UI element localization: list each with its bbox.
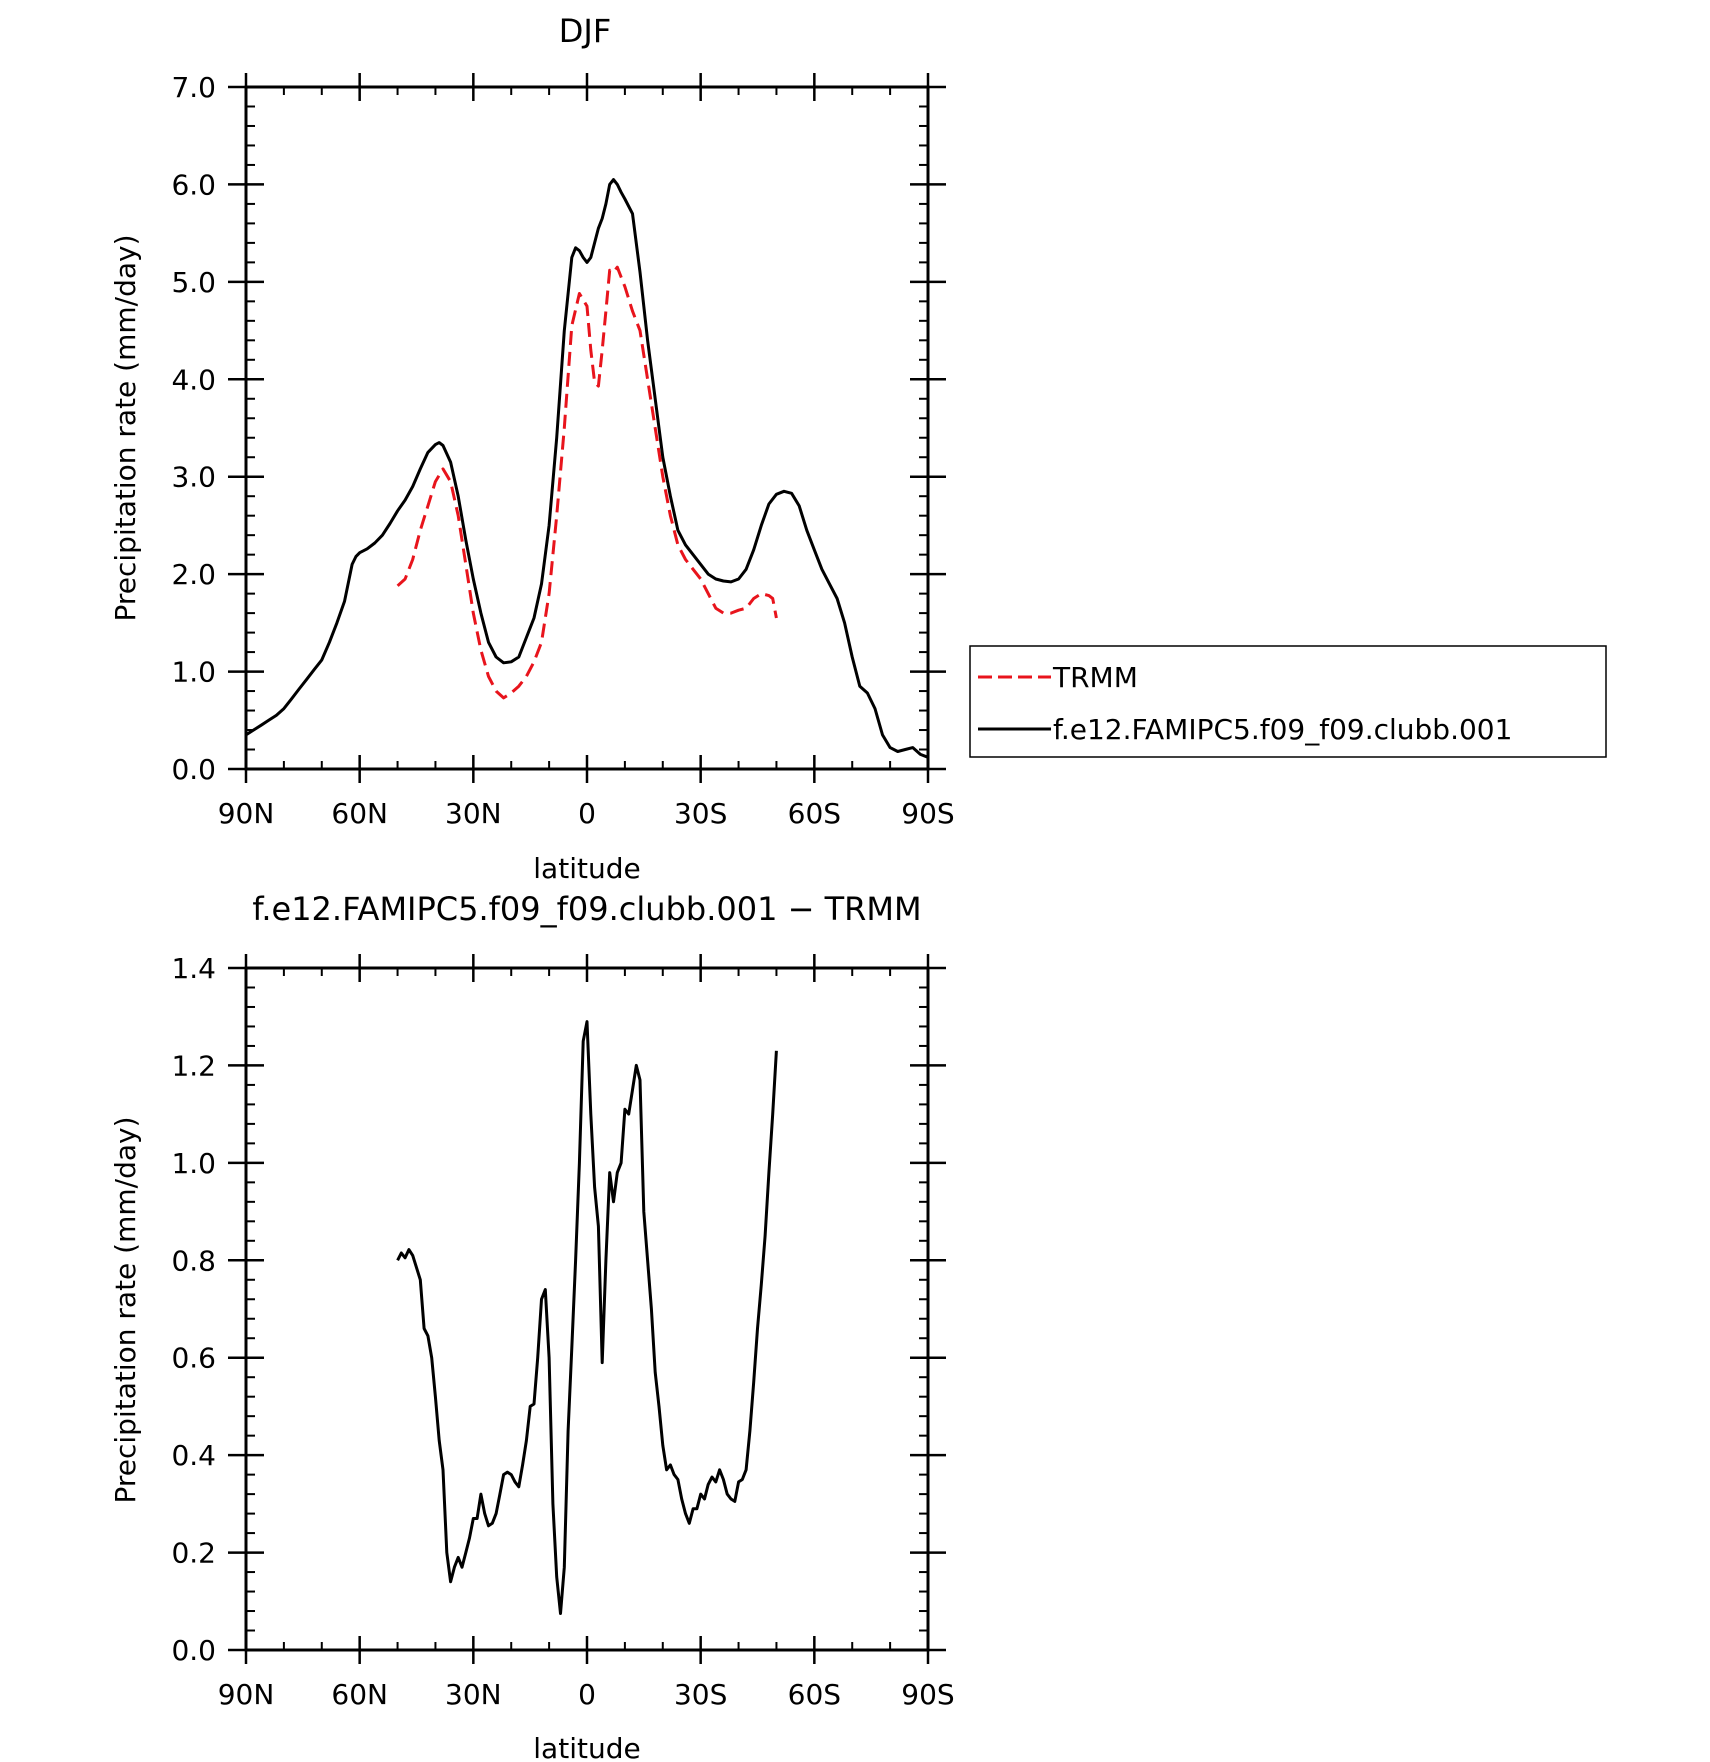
legend-label-trmm: TRMM (1052, 661, 1138, 694)
y-tick-labels: 0.0 0.2 0.4 0.6 0.8 1.0 1.2 1.4 (171, 952, 216, 1667)
legend-box (969, 645, 1607, 758)
chart-title: f.e12.FAMIPC5.f09_f09.clubb.001 − TRMM (252, 890, 921, 928)
y-tick-label: 0.0 (171, 753, 216, 786)
y-tick-label: 6.0 (171, 168, 216, 201)
legend: TRMM f.e12.FAMIPC5.f09_f09.clubb.001 (969, 645, 1607, 758)
x-tick-labels: 90N 60N 30N 0 30S 60S 90S (218, 797, 955, 830)
legend-label-model: f.e12.FAMIPC5.f09_f09.clubb.001 (1053, 713, 1512, 746)
x-tick-label: 60N (331, 797, 388, 830)
series-line-f-e12-famipc5-f09-f09-clubb-001 (245, 178, 929, 759)
y-tick-label: 0.8 (171, 1244, 216, 1277)
y-tick-label: 0.2 (171, 1537, 216, 1570)
x-tick-label: 0 (578, 797, 596, 830)
x-tick-label: 60S (788, 797, 841, 830)
series-line-difference (396, 1020, 778, 1615)
y-tick-label: 0.0 (171, 1634, 216, 1667)
y-tick-label: 1.2 (171, 1049, 216, 1082)
series-line-trmm (396, 265, 778, 700)
x-tick-label: 60N (331, 1678, 388, 1711)
y-tick-label: 0.6 (171, 1342, 216, 1375)
y-axis-label: Precipitation rate (mm/day) (109, 1116, 142, 1503)
y-tick-labels: 0.0 1.0 2.0 3.0 4.0 5.0 6.0 7.0 (171, 71, 216, 786)
axis-ticks (228, 954, 946, 1664)
y-tick-label: 1.0 (171, 1147, 216, 1180)
chart-difference: f.e12.FAMIPC5.f09_f09.clubb.001 − TRMM 0… (109, 890, 955, 1762)
x-tick-label: 90S (901, 797, 954, 830)
x-tick-labels: 90N 60N 30N 0 30S 60S 90S (218, 1678, 955, 1711)
series-lines (245, 178, 929, 759)
x-tick-label: 0 (578, 1678, 596, 1711)
plot-frame (244, 966, 930, 1652)
y-tick-label: 0.4 (171, 1439, 216, 1472)
y-tick-label: 3.0 (171, 461, 216, 494)
plot-frame (244, 85, 930, 771)
chart-djf: DJF 0.0 1.0 2.0 3.0 4.0 5.0 6.0 7.0 90N 60N 30N 0 3… (109, 12, 955, 885)
x-tick-label: 60S (788, 1678, 841, 1711)
x-tick-label: 30N (445, 797, 502, 830)
x-tick-label: 30S (674, 797, 727, 830)
x-tick-label: 30S (674, 1678, 727, 1711)
y-tick-label: 2.0 (171, 558, 216, 591)
y-axis-label: Precipitation rate (mm/day) (109, 234, 142, 621)
x-axis-label: latitude (533, 852, 640, 885)
y-tick-label: 5.0 (171, 266, 216, 299)
x-tick-label: 90S (901, 1678, 954, 1711)
x-tick-label: 90N (218, 797, 275, 830)
axis-ticks (228, 73, 946, 783)
y-tick-label: 1.0 (171, 656, 216, 689)
series-lines (396, 1020, 778, 1615)
y-tick-label: 7.0 (171, 71, 216, 104)
x-tick-label: 30N (445, 1678, 502, 1711)
x-axis-label: latitude (533, 1732, 640, 1762)
x-tick-label: 90N (218, 1678, 275, 1711)
y-tick-label: 1.4 (171, 952, 216, 985)
chart-title: DJF (559, 12, 611, 50)
y-tick-label: 4.0 (171, 363, 216, 396)
